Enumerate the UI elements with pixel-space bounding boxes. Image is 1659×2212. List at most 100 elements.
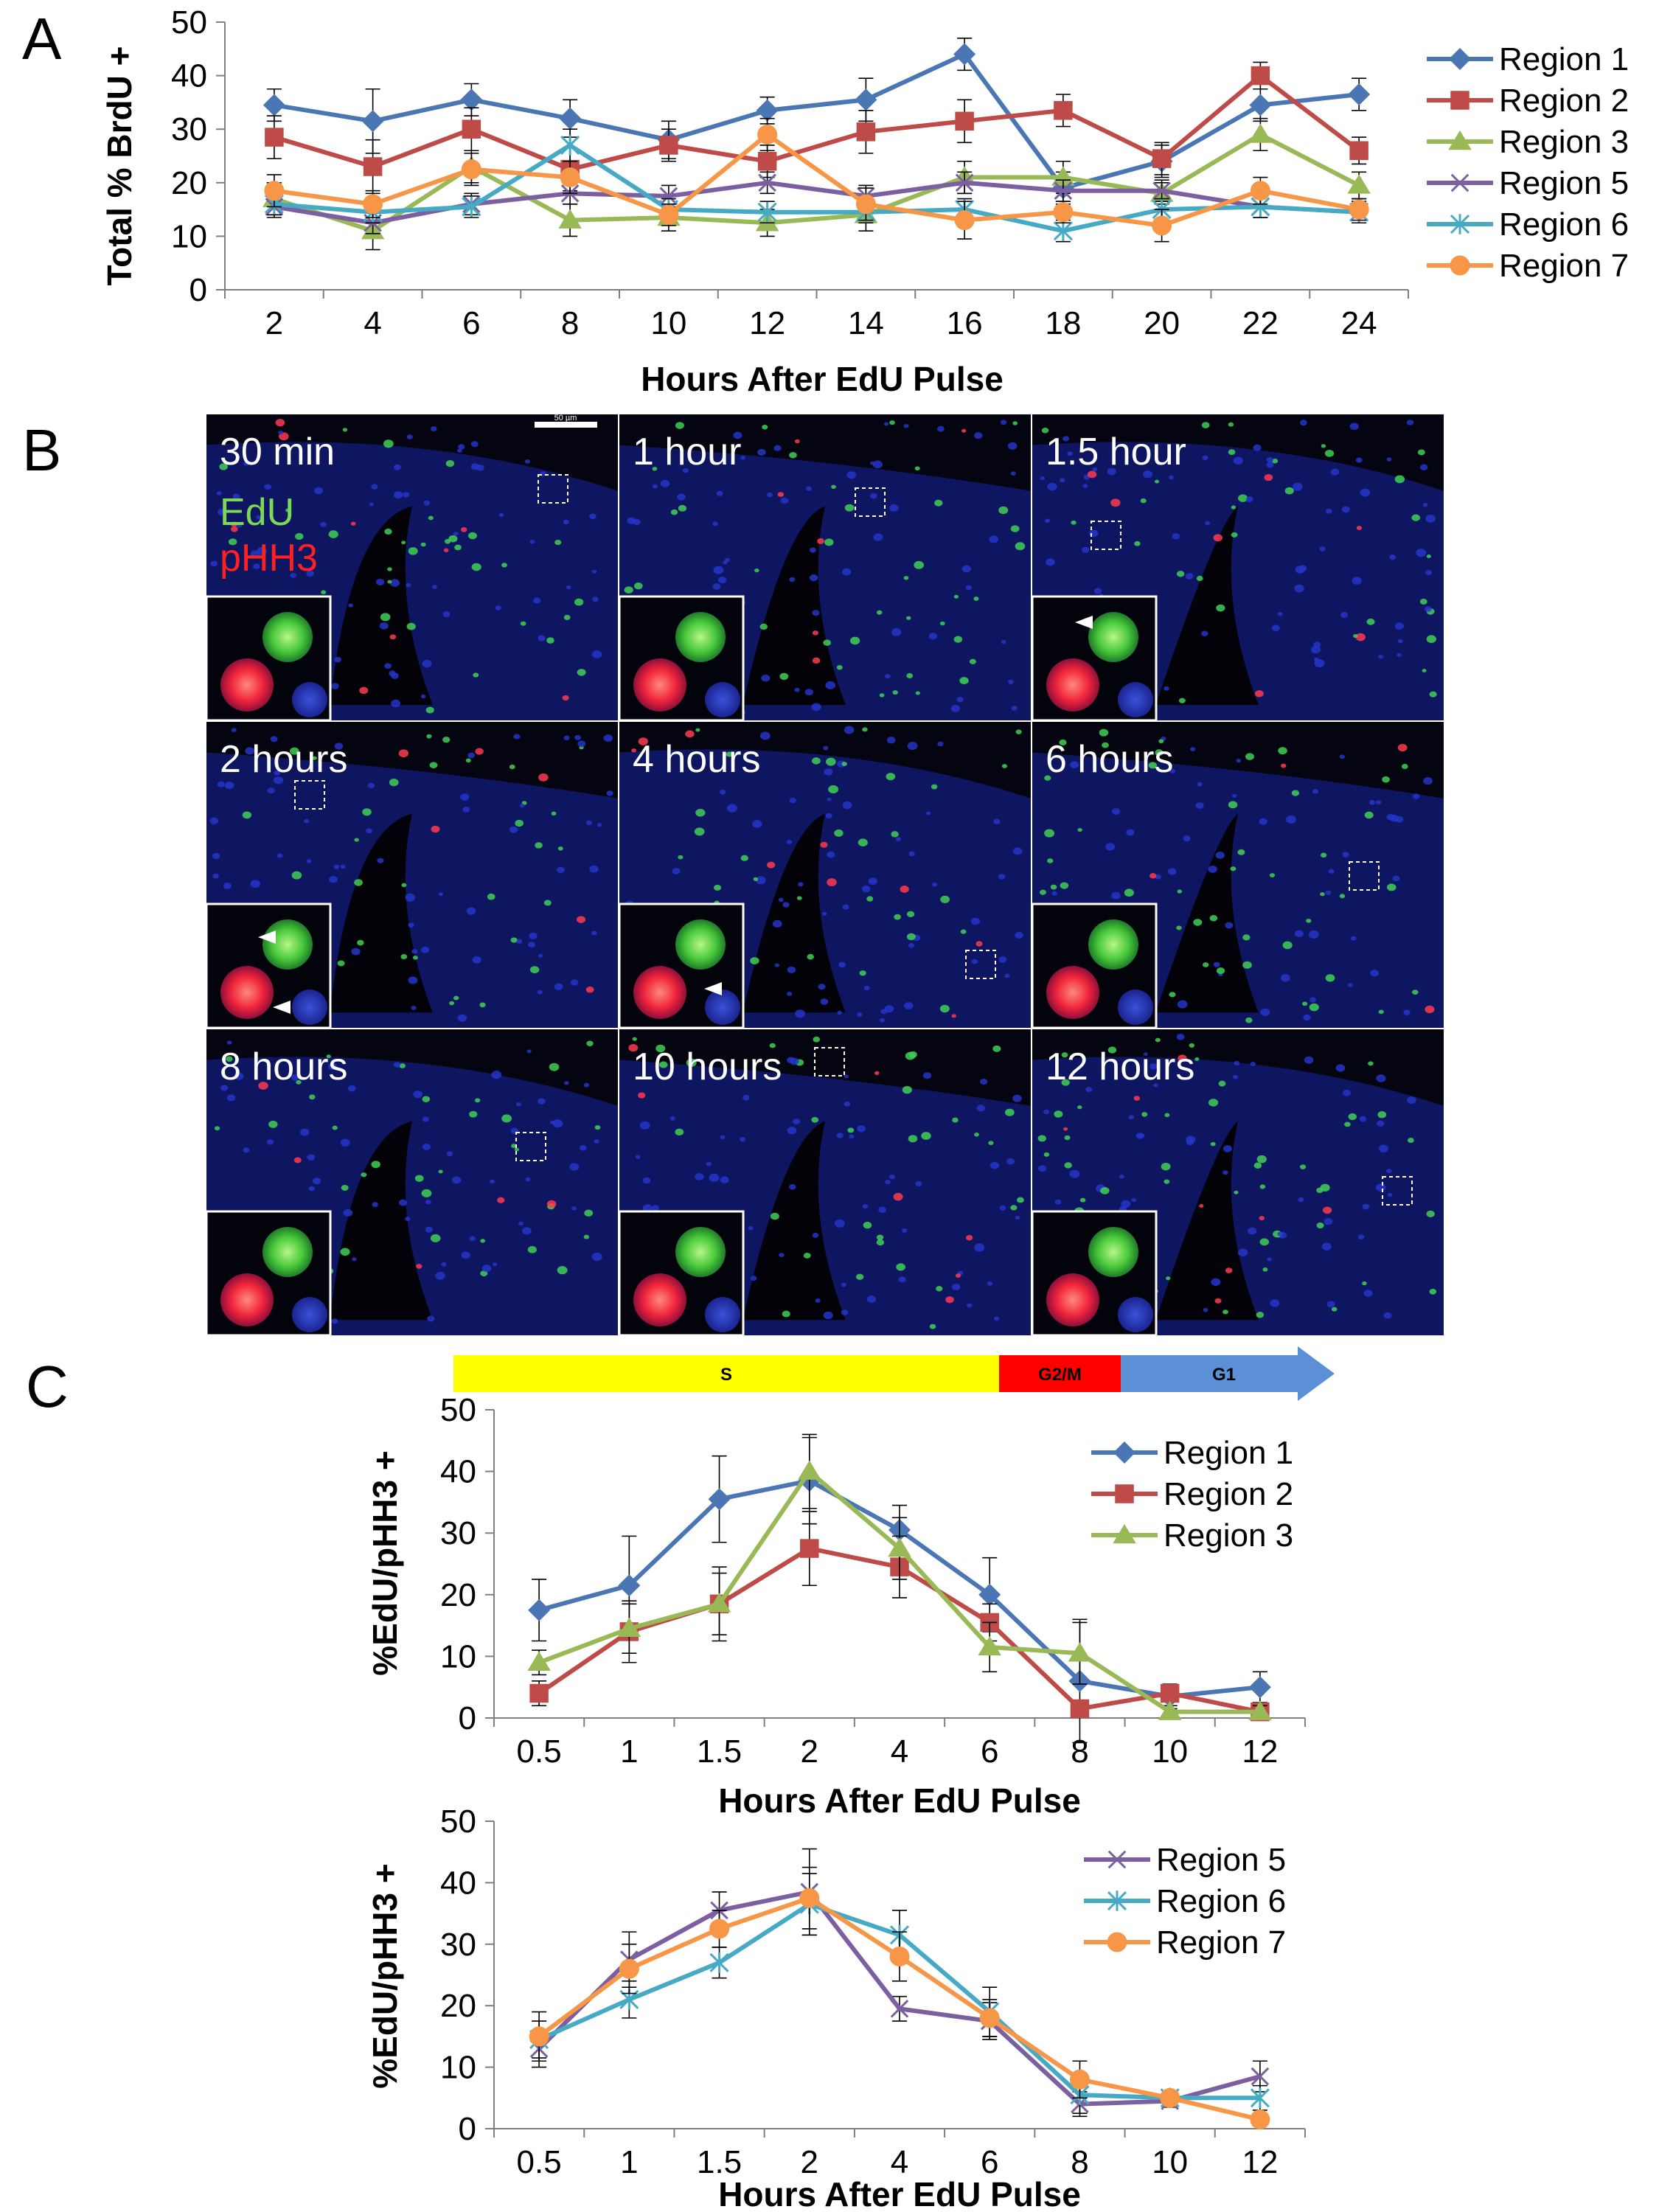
nucleus [330, 683, 339, 689]
nucleus [1339, 754, 1346, 759]
nucleus [787, 1127, 797, 1135]
nucleus [889, 420, 895, 425]
nucleus [953, 636, 963, 643]
data-point [529, 2026, 549, 2047]
nucleus [1169, 475, 1174, 480]
nucleus [891, 628, 902, 636]
data-point [363, 157, 383, 176]
nucleus [422, 1116, 429, 1122]
nucleus [904, 1002, 914, 1010]
zoom-region-box [515, 1132, 546, 1161]
nucleus [1325, 974, 1335, 982]
nucleus [1326, 1301, 1335, 1308]
nucleus [659, 1061, 668, 1068]
data-point [1051, 166, 1075, 186]
nucleus [652, 467, 658, 471]
legend-label: Region 6 [1499, 206, 1629, 243]
lumen-region [330, 813, 433, 1013]
zoom-region-box [855, 487, 886, 517]
nucleus [1242, 961, 1252, 969]
nucleus [446, 1151, 453, 1157]
nucleus [823, 745, 829, 751]
nucleus [1189, 1043, 1195, 1048]
data-point [1152, 149, 1172, 168]
nucleus [1350, 936, 1357, 941]
nucleus [577, 740, 586, 748]
nucleus [462, 807, 470, 813]
arrowhead-marker [273, 1001, 291, 1014]
nucleus [1382, 776, 1390, 783]
nucleus [1383, 1312, 1392, 1319]
nucleus [1218, 1080, 1226, 1087]
nucleus [351, 947, 361, 956]
y-axis-title: Total % BrdU + [100, 46, 139, 285]
nucleus [1143, 1052, 1148, 1057]
nucleus [862, 1204, 869, 1209]
nucleus [426, 734, 432, 739]
nucleus [574, 734, 581, 740]
nucleus [329, 875, 338, 883]
x-tick-label: 1 [620, 2144, 638, 2180]
nucleus [842, 568, 852, 576]
nucleus [524, 459, 530, 464]
nucleus [1343, 1089, 1351, 1096]
nucleus [328, 530, 338, 538]
nucleus [1209, 915, 1218, 922]
nucleus [931, 784, 938, 790]
nucleus [1278, 747, 1287, 755]
nucleus [1155, 1037, 1161, 1043]
nucleus [907, 742, 918, 751]
nucleus [569, 1163, 580, 1171]
nucleus [1054, 1199, 1062, 1205]
nucleus [343, 1208, 353, 1217]
nucleus [841, 1282, 846, 1287]
y-tick-label: 30 [171, 111, 207, 147]
x-tick-label: 1 [620, 1733, 638, 1770]
nucleus [1259, 1216, 1265, 1221]
nucleus [1037, 1135, 1046, 1142]
nucleus [309, 1094, 316, 1100]
nucleus [513, 734, 521, 740]
nucleus [1394, 622, 1405, 630]
nucleus [331, 1318, 338, 1324]
nucleus [359, 686, 369, 695]
nucleus [1222, 1310, 1228, 1315]
nucleus [1412, 793, 1420, 799]
data-point [1349, 199, 1369, 220]
nucleus [961, 565, 971, 573]
nucleus [403, 492, 410, 498]
nucleus [998, 506, 1009, 515]
nucleus [467, 532, 477, 540]
x-tick-label: 6 [462, 305, 480, 341]
nucleus [1164, 686, 1169, 691]
zoom-region-box [294, 780, 325, 810]
nucleus [1403, 1009, 1411, 1015]
nucleus [951, 1014, 956, 1018]
data-point [1152, 215, 1172, 236]
nucleus [726, 804, 737, 813]
nucleus [1238, 494, 1248, 502]
data-point [559, 107, 582, 130]
micrograph-panel: 1 hour [618, 414, 1031, 722]
timepoint-label: 12 hours [1046, 1046, 1194, 1088]
nucleus [1199, 1203, 1204, 1208]
nucleus [876, 1239, 885, 1246]
nucleus [931, 882, 938, 887]
nucleus [529, 932, 538, 939]
nucleus [421, 946, 430, 953]
nucleus [1281, 763, 1287, 768]
nucleus [1208, 1099, 1219, 1107]
nucleus [1417, 449, 1425, 456]
nucleus [1360, 488, 1370, 497]
nucleus [782, 1310, 790, 1318]
nucleus [270, 736, 278, 742]
nucleus [1044, 829, 1055, 838]
nucleus [408, 976, 418, 984]
nucleus [844, 1074, 849, 1079]
nucleus [827, 878, 837, 886]
nucleus [660, 479, 670, 487]
nucleus [952, 1117, 959, 1123]
nucleus [290, 747, 299, 755]
nucleus [1047, 482, 1057, 491]
nucleus [546, 1200, 557, 1208]
